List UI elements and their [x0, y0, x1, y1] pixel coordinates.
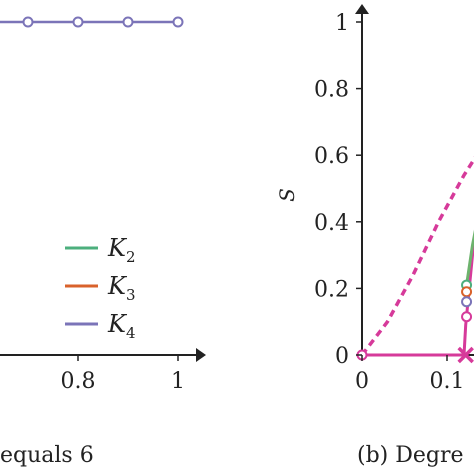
panel-a-ticks: 0.8 1 — [61, 355, 185, 394]
panel-a-point — [72, 16, 84, 28]
legend-label-0: K2 — [107, 234, 135, 266]
panel-b-y-tick-label: 0 — [335, 344, 349, 369]
panel-b-caption: (b) Degre — [357, 443, 464, 468]
panel-a-point — [122, 16, 134, 28]
panel-a-point — [172, 16, 184, 28]
panel-b-x-tick-label: 0 — [355, 369, 369, 394]
panel-b-series — [360, 156, 474, 357]
legend-label-2: K4 — [107, 310, 135, 342]
panel-b-cross-marker — [457, 346, 474, 364]
panel-b-ticks: 0 0.2 0.4 0.6 0.8 1 0 0.1 — [314, 11, 465, 394]
panel-a-legend: K2 K3 K4 — [65, 234, 135, 342]
panel-b-x-tick-label: 0.1 — [430, 369, 465, 394]
panel-b-series-line-2 — [360, 156, 474, 357]
panel-b-point-3 — [461, 296, 473, 308]
panel-b-y-tick-label: 0.6 — [314, 144, 349, 169]
panel-a-x-tick-label: 1 — [171, 369, 185, 394]
panel-b-y-axis-arrow — [355, 4, 369, 14]
legend-label-1: K3 — [107, 272, 135, 304]
panel-a-caption: equals 6 — [0, 443, 94, 468]
panel-a-x-tick-label: 0.8 — [61, 369, 96, 394]
panel-b-y-label: S — [275, 188, 299, 202]
panel-b-y-tick-label: 0.2 — [314, 277, 349, 302]
panel-b: S 0 0.2 0.4 0.6 0.8 1 0 0.1 (b) Degre — [275, 4, 474, 468]
panel-a-point — [22, 16, 34, 28]
panel-b-y-tick-label: 0.4 — [314, 211, 349, 236]
panel-a-x-axis-arrow — [196, 348, 206, 362]
panel-b-y-tick-label: 1 — [335, 11, 349, 36]
panel-b-point-4 — [461, 311, 473, 323]
panel-b-y-tick-label: 0.8 — [314, 78, 349, 103]
panel-b-point-2 — [461, 286, 473, 298]
panel-b-markers — [356, 279, 474, 364]
panel-a-series — [0, 16, 184, 28]
panel-b-series-line-0 — [362, 237, 474, 357]
